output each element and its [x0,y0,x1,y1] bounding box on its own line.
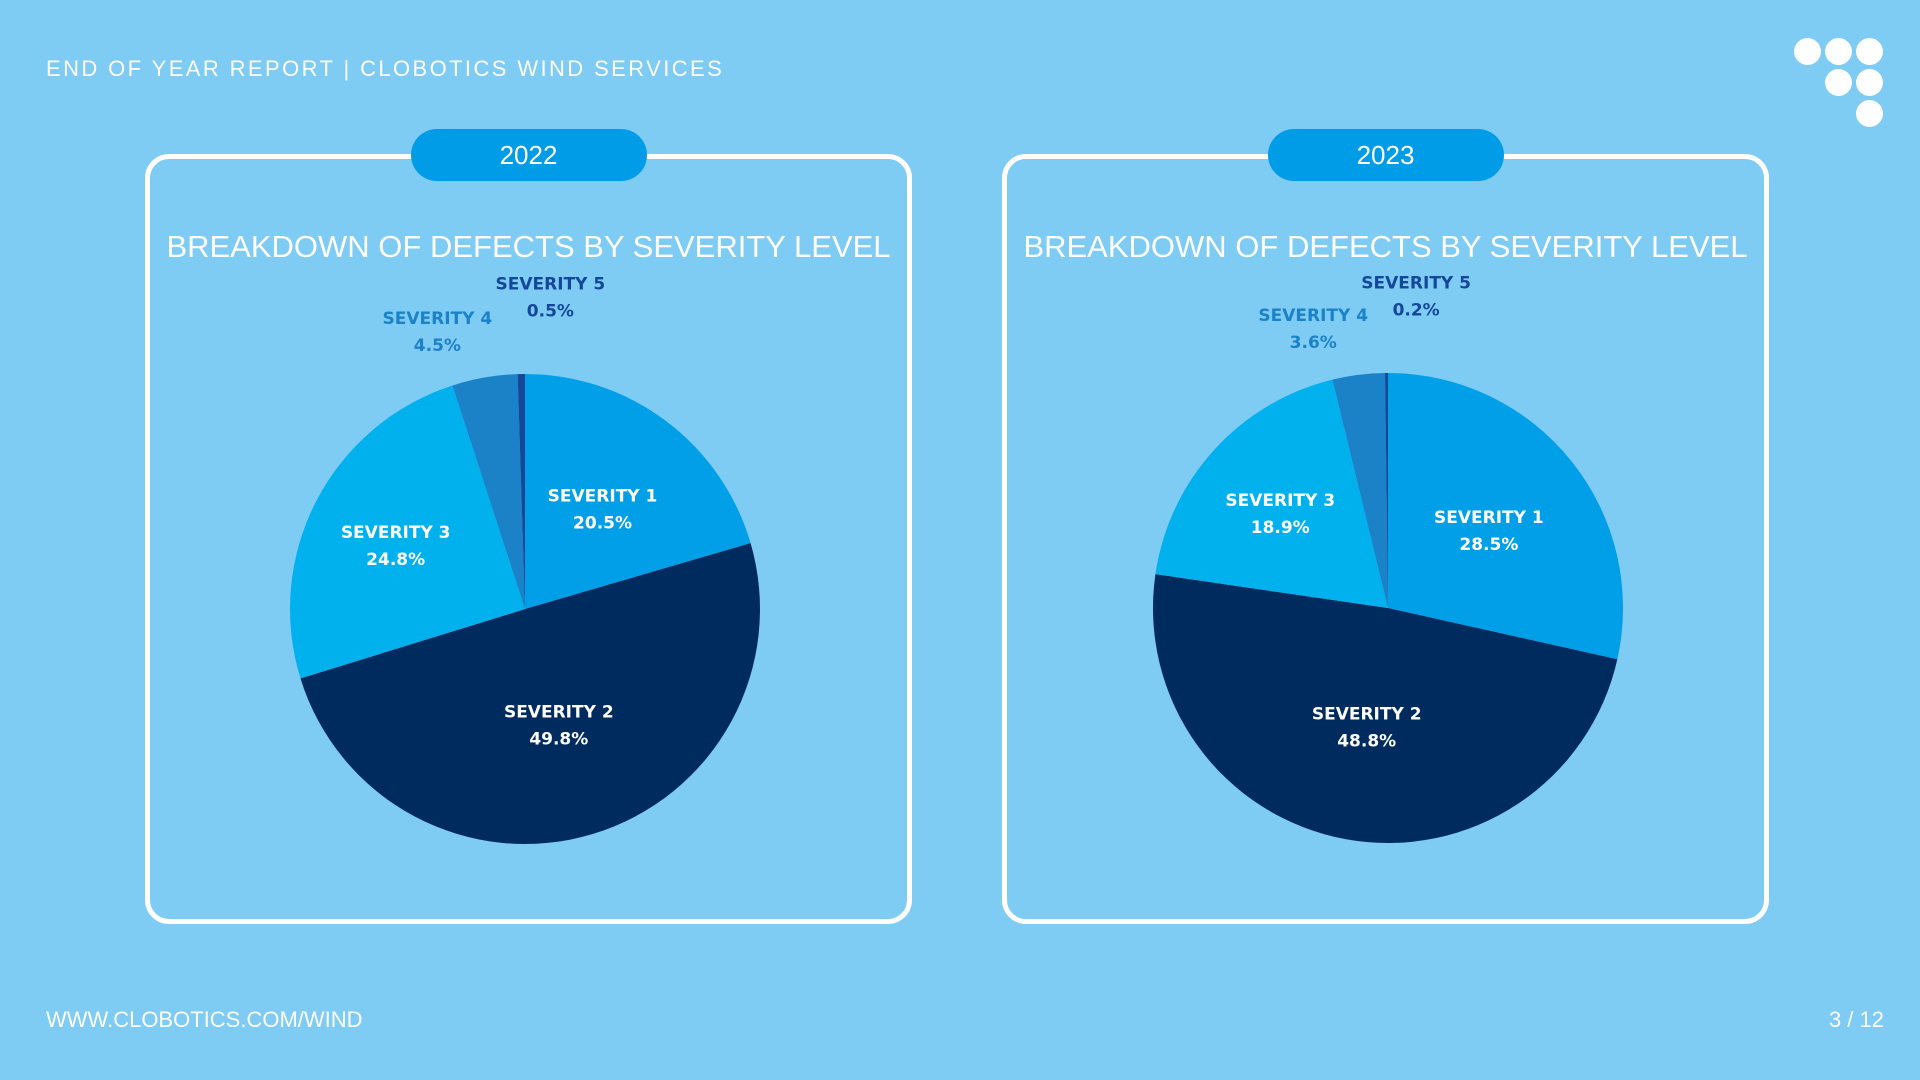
slice-label-name: SEVERITY 2 [504,703,614,723]
slice-label-name: SEVERITY 2 [1312,705,1422,725]
pie-slice-severity-3 [290,385,525,679]
slice-label-value: 0.5% [527,301,574,321]
year-badge: 2023 [1267,129,1504,181]
slice-label-value: 28.5% [1459,535,1518,555]
pie-slice-severity-2 [300,543,760,844]
logo-dot [1794,38,1821,65]
footer-url[interactable]: WWW.CLOBOTICS.COM/WIND [46,1007,363,1032]
logo-dot [1856,69,1883,96]
slice-label-value: 0.2% [1393,300,1440,320]
slice-label-name: SEVERITY 3 [341,523,451,543]
slice-label-name: SEVERITY 5 [496,274,606,294]
slice-label-name: SEVERITY 1 [1434,508,1544,528]
pie-slice-severity-5 [517,374,525,609]
slice-label-name: SEVERITY 1 [548,487,658,507]
logo-dot [1825,38,1852,65]
logo-dot [1856,38,1883,65]
slice-label-value: 3.6% [1290,333,1337,353]
logo-dot [1856,100,1883,127]
chart-panel-2023: 2023 BREAKDOWN OF DEFECTS BY SEVERITY LE… [1002,129,1769,924]
clobotics-logo [1794,38,1884,128]
pie-slice-severity-2 [1153,574,1618,843]
slice-label-value: 49.8% [529,730,588,750]
chart-title: BREAKDOWN OF DEFECTS BY SEVERITY LEVEL [166,229,891,264]
slice-label-name: SEVERITY 5 [1361,273,1471,293]
slice-label-name: SEVERITY 4 [1258,306,1368,326]
chart-title: BREAKDOWN OF DEFECTS BY SEVERITY LEVEL [1023,229,1748,264]
pie-chart-2022: SEVERITY 1 20.5% SEVERITY 2 49.8% SEVERITY 3… [290,274,760,844]
pie-slice-severity-3 [1155,379,1388,608]
page-number: 3 / 12 [1828,1007,1884,1032]
slice-label-value: 48.8% [1337,732,1396,752]
pie-slice-severity-4 [452,374,525,609]
logo-dot [1825,69,1852,96]
slice-label-value: 24.8% [366,550,425,570]
pie-chart-2023: SEVERITY 1 28.5% SEVERITY 2 48.8% SEVERITY 3… [1153,273,1623,843]
pie-slice-severity-4 [1332,373,1388,608]
slice-label-name: SEVERITY 4 [383,309,493,329]
pie-slice-severity-1 [1388,373,1623,660]
pie-slice-severity-5 [1385,373,1388,608]
slice-label-name: SEVERITY 3 [1225,491,1335,511]
chart-panel-2022: 2022 BREAKDOWN OF DEFECTS BY SEVERITY LE… [145,129,912,924]
pie-slice-severity-1 [525,374,751,609]
slice-label-value: 20.5% [573,514,632,534]
slice-label-value: 18.9% [1251,518,1310,538]
slice-label-value: 4.5% [414,336,461,356]
year-badge: 2022 [410,129,647,181]
report-title: END OF YEAR REPORT | CLOBOTICS WIND SERV… [46,56,725,81]
